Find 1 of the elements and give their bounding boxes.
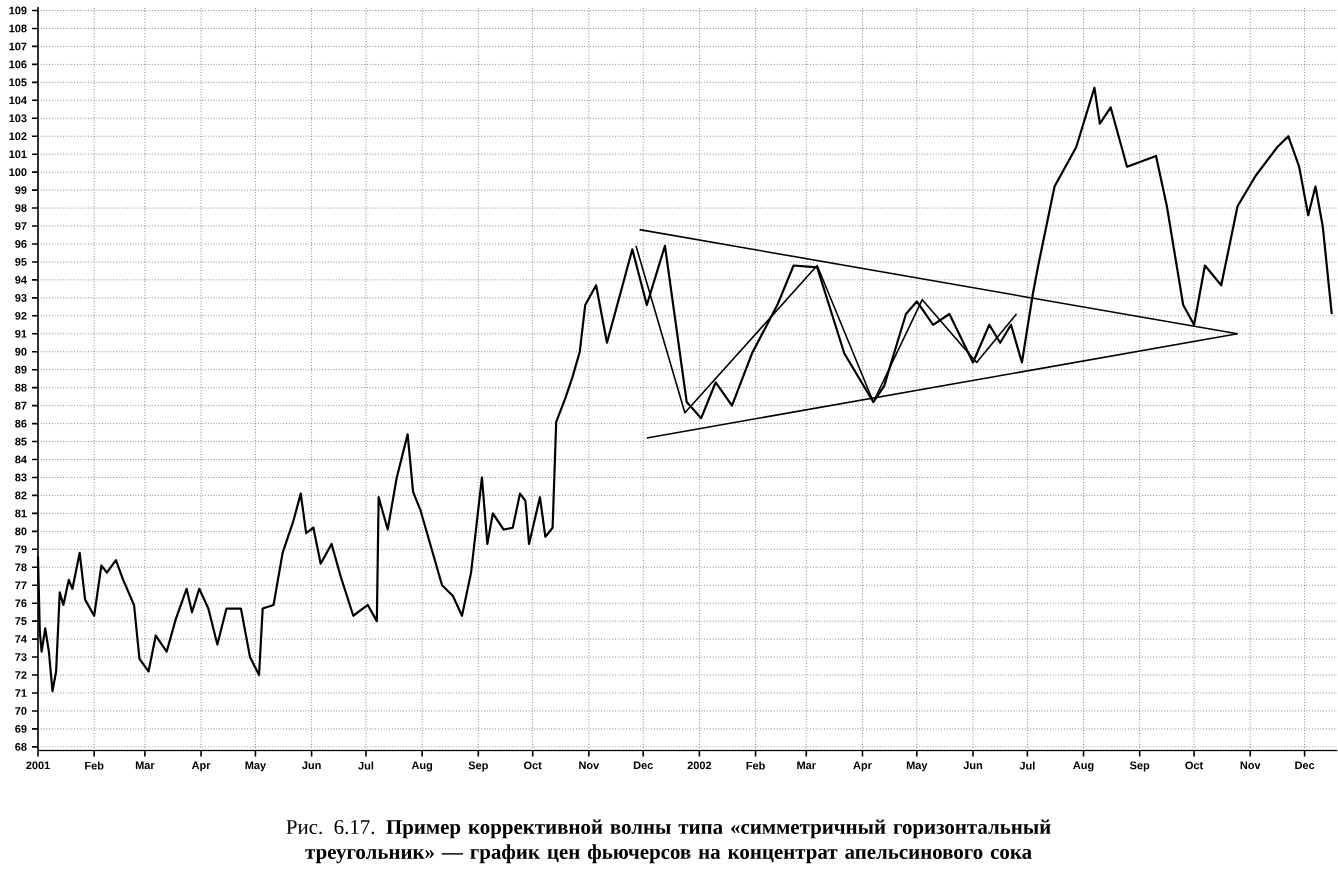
text: Рис. 6.17. Пример коррективной волны типа «симметричный горизонтальный треугольник» — график цен фьючерсов на концентрат апельсинового сока	[286, 819, 1051, 864]
